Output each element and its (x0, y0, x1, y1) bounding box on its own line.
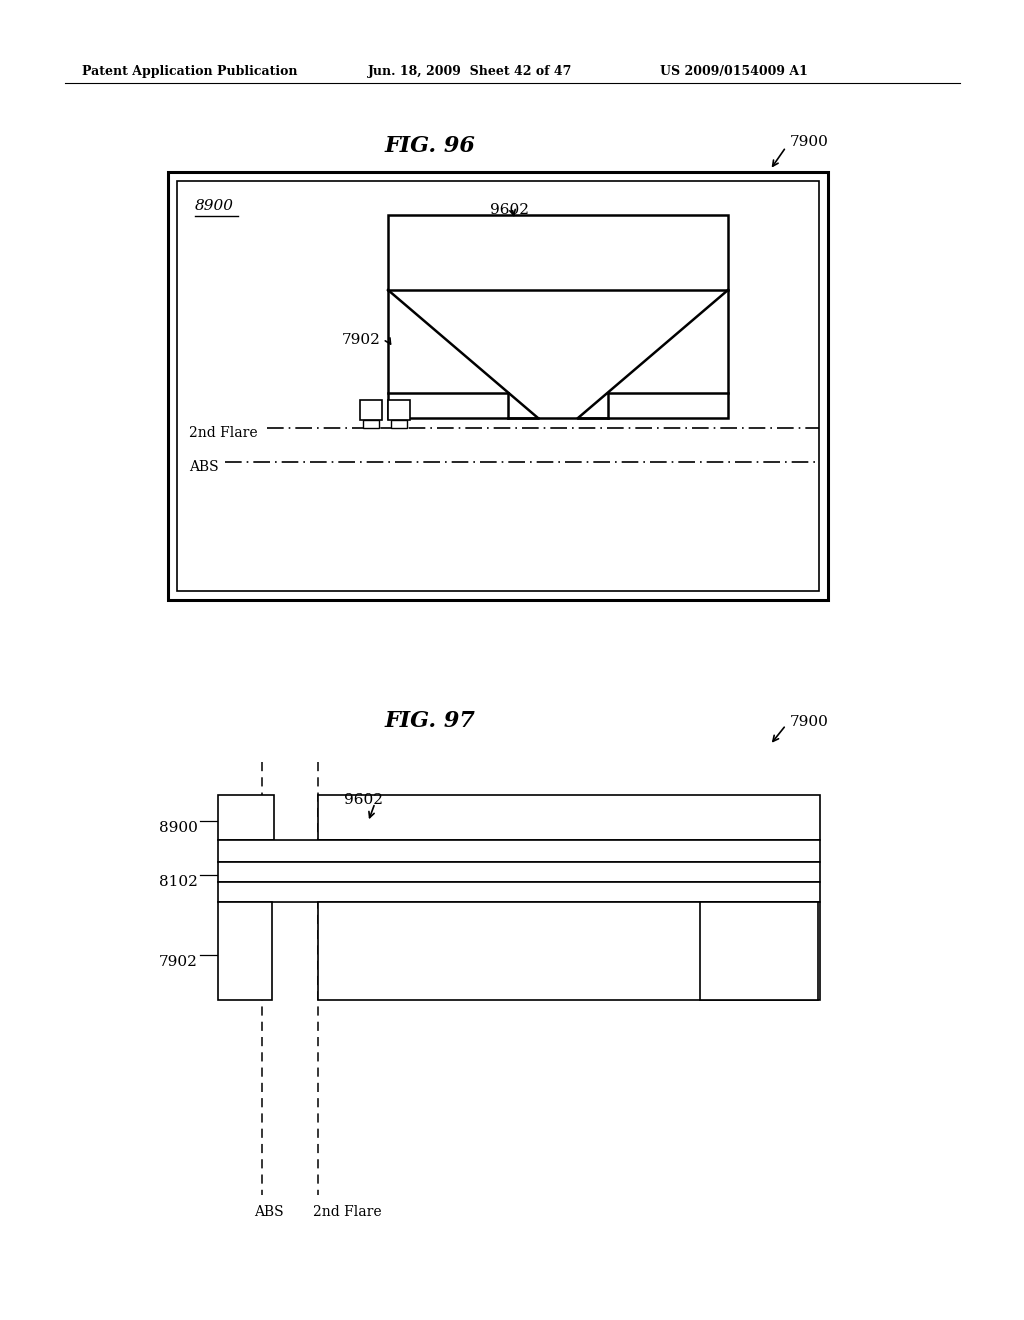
Bar (388, 400, 410, 420)
Bar (362, 420, 379, 428)
Bar (177, 181, 819, 591)
Bar (700, 902, 818, 1001)
Bar (218, 862, 820, 882)
Bar (218, 902, 272, 1001)
Bar (168, 172, 828, 601)
Text: 8900: 8900 (159, 821, 198, 836)
Text: 7900: 7900 (790, 715, 828, 729)
Bar (218, 882, 820, 902)
Text: Patent Application Publication: Patent Application Publication (82, 65, 298, 78)
Text: Jun. 18, 2009  Sheet 42 of 47: Jun. 18, 2009 Sheet 42 of 47 (368, 65, 572, 78)
Text: ABS: ABS (189, 459, 219, 474)
Text: US 2009/0154009 A1: US 2009/0154009 A1 (660, 65, 808, 78)
Bar (218, 840, 820, 862)
Text: 8900: 8900 (195, 199, 234, 213)
Text: FIG. 96: FIG. 96 (385, 135, 475, 157)
Bar (391, 420, 407, 428)
Bar (318, 840, 368, 869)
Text: 2nd Flare: 2nd Flare (189, 426, 258, 440)
Text: 7902: 7902 (342, 333, 381, 347)
Bar (318, 795, 820, 840)
Bar (360, 400, 382, 420)
Bar (318, 902, 820, 1001)
Bar (218, 795, 274, 840)
Text: 7900: 7900 (790, 135, 828, 149)
Text: 9602: 9602 (344, 793, 383, 807)
Text: 8102: 8102 (159, 875, 198, 888)
Text: ABS: ABS (254, 1205, 284, 1218)
Text: FIG. 97: FIG. 97 (385, 710, 475, 733)
Bar (388, 215, 728, 418)
Text: 9602: 9602 (490, 203, 529, 216)
Text: 2nd Flare: 2nd Flare (313, 1205, 382, 1218)
Text: 7902: 7902 (159, 954, 198, 969)
